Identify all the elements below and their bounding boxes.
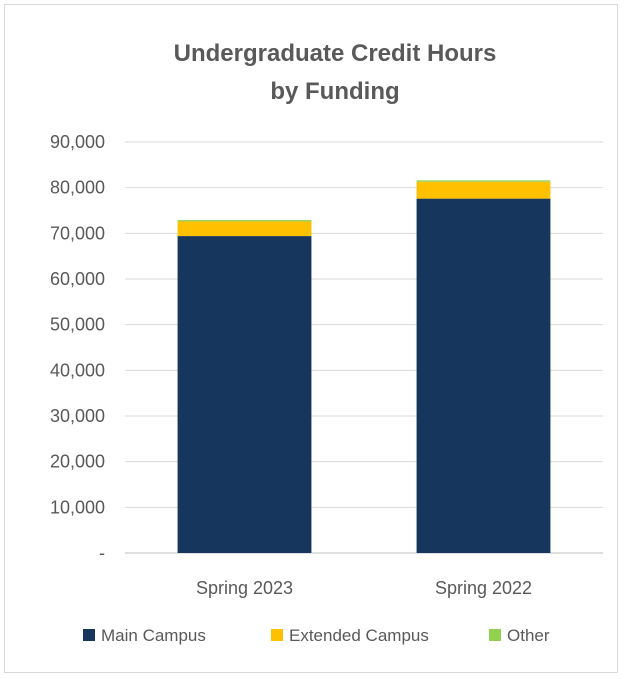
y-tick-label: - bbox=[99, 543, 105, 563]
y-tick-label: 60,000 bbox=[50, 269, 105, 289]
legend-swatch-main-campus bbox=[83, 629, 95, 641]
x-category-label: Spring 2023 bbox=[196, 578, 293, 598]
x-axis-categories: Spring 2023 Spring 2022 bbox=[196, 578, 532, 598]
chart-frame: Undergraduate Credit Hours by Funding - 1… bbox=[4, 4, 618, 673]
chart-title-line-2: by Funding bbox=[270, 78, 399, 105]
legend-label-other: Other bbox=[507, 626, 550, 645]
legend-label-extended-campus: Extended Campus bbox=[289, 626, 429, 645]
bar-main-campus-spring-2022 bbox=[416, 198, 551, 554]
y-axis-ticks: - 10,000 20,000 30,000 40,000 50,000 60,000 70,… bbox=[50, 132, 105, 563]
stacked-bar-chart: Undergraduate Credit Hours by Funding - 1… bbox=[50, 40, 603, 645]
y-tick-label: 90,000 bbox=[50, 132, 105, 152]
bar-other-spring-2022 bbox=[416, 180, 551, 182]
legend: Main Campus Extended Campus Other bbox=[83, 626, 550, 645]
y-tick-label: 50,000 bbox=[50, 315, 105, 335]
chart-title-line-1: Undergraduate Credit Hours bbox=[174, 40, 497, 67]
y-tick-label: 20,000 bbox=[50, 452, 105, 472]
y-tick-label: 10,000 bbox=[50, 497, 105, 517]
y-tick-label: 70,000 bbox=[50, 223, 105, 243]
bar-extended-campus-spring-2023 bbox=[177, 221, 312, 237]
legend-swatch-other bbox=[489, 629, 501, 641]
bars bbox=[177, 180, 551, 554]
y-tick-label: 40,000 bbox=[50, 360, 105, 380]
legend-swatch-extended-campus bbox=[271, 629, 283, 641]
y-tick-label: 30,000 bbox=[50, 406, 105, 426]
bar-other-spring-2023 bbox=[177, 220, 312, 222]
y-tick-label: 80,000 bbox=[50, 178, 105, 198]
bar-main-campus-spring-2023 bbox=[177, 236, 312, 553]
legend-label-main-campus: Main Campus bbox=[101, 626, 206, 645]
bar-extended-campus-spring-2022 bbox=[416, 181, 551, 199]
x-category-label: Spring 2022 bbox=[435, 578, 532, 598]
